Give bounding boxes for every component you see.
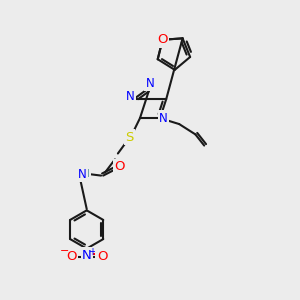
Text: N: N <box>82 249 92 262</box>
Text: N: N <box>126 90 135 103</box>
Text: O: O <box>157 33 168 46</box>
Text: O: O <box>114 160 124 173</box>
Text: +: + <box>88 247 96 256</box>
Text: H: H <box>82 169 90 178</box>
Text: N: N <box>146 77 154 90</box>
Text: N: N <box>159 112 168 125</box>
Text: −: − <box>60 246 70 256</box>
Text: N: N <box>78 168 86 181</box>
Text: O: O <box>66 250 76 263</box>
Text: S: S <box>125 131 134 144</box>
Text: O: O <box>97 250 107 263</box>
